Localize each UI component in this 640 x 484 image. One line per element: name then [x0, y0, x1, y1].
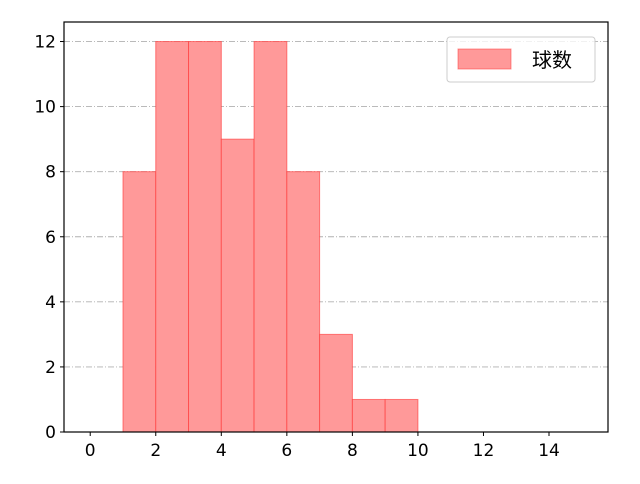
y-tick-label: 6 [45, 228, 56, 248]
histogram-bar [319, 333, 353, 433]
x-tick-label: 10 [407, 441, 429, 461]
legend-label: 球数 [532, 48, 572, 72]
y-tick-label: 12 [34, 33, 56, 53]
x-tick-label: 12 [473, 441, 495, 461]
histogram-bar [220, 138, 255, 433]
y-tick-label: 10 [34, 98, 56, 118]
x-tick-label: 2 [150, 441, 161, 461]
y-axis: 0 2 4 6 8 10 12 [34, 33, 64, 443]
x-tick-label: 8 [347, 441, 358, 461]
histogram-bar [155, 41, 190, 433]
legend-swatch [457, 48, 512, 70]
bars [122, 41, 419, 433]
histogram-bar [122, 171, 157, 433]
histogram-bar [188, 41, 222, 433]
histogram-bar [286, 171, 321, 433]
plot-frame [63, 21, 609, 433]
histogram-bar [351, 398, 386, 433]
x-tick-label: 4 [216, 441, 227, 461]
x-axis: 0 2 4 6 8 10 12 14 [85, 432, 560, 461]
x-tick-label: 6 [281, 441, 292, 461]
legend-box [446, 36, 596, 83]
histogram-bar [253, 41, 288, 433]
y-tick-label: 8 [45, 163, 56, 183]
y-tick-label: 4 [45, 293, 56, 313]
y-tick-label: 2 [45, 358, 56, 378]
legend: 球数 [446, 36, 596, 83]
y-tick-label: 0 [45, 423, 56, 443]
x-tick-label: 14 [538, 441, 560, 461]
histogram-bar [384, 398, 419, 433]
x-tick-label: 0 [85, 441, 96, 461]
